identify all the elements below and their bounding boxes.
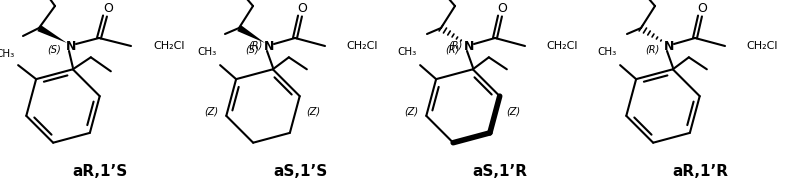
Polygon shape: [238, 25, 265, 43]
Text: (Z): (Z): [306, 106, 320, 116]
Text: O: O: [697, 2, 707, 14]
Text: CH₃: CH₃: [0, 49, 14, 59]
Text: N: N: [464, 40, 474, 52]
Text: CH₂Cl: CH₂Cl: [546, 41, 578, 51]
Text: (Z): (Z): [506, 106, 520, 116]
Text: CH₃: CH₃: [197, 47, 216, 57]
Text: O: O: [103, 2, 113, 14]
Text: (Z): (Z): [204, 106, 218, 116]
Text: aR,1’R: aR,1’R: [672, 164, 728, 179]
Text: aS,1’R: aS,1’R: [473, 164, 527, 179]
Text: CH₂Cl: CH₂Cl: [346, 41, 378, 51]
Text: CH₂Cl: CH₂Cl: [153, 41, 185, 51]
Text: (S): (S): [47, 44, 61, 54]
Text: aS,1’S: aS,1’S: [273, 164, 327, 179]
Text: O: O: [297, 2, 307, 14]
Text: (R): (R): [445, 45, 459, 55]
Text: CH₃: CH₃: [597, 47, 616, 57]
Text: (R): (R): [248, 40, 262, 50]
Text: N: N: [264, 40, 274, 52]
Text: O: O: [497, 2, 507, 14]
Text: (R): (R): [645, 45, 659, 55]
Text: aR,1’S: aR,1’S: [72, 164, 128, 179]
Text: (S): (S): [245, 45, 259, 55]
Text: (Z): (Z): [404, 106, 418, 116]
Text: (R): (R): [448, 40, 462, 50]
Text: N: N: [66, 40, 76, 52]
Polygon shape: [38, 25, 67, 43]
Text: N: N: [664, 40, 674, 52]
Text: CH₂Cl: CH₂Cl: [746, 41, 778, 51]
Text: CH₃: CH₃: [397, 47, 416, 57]
